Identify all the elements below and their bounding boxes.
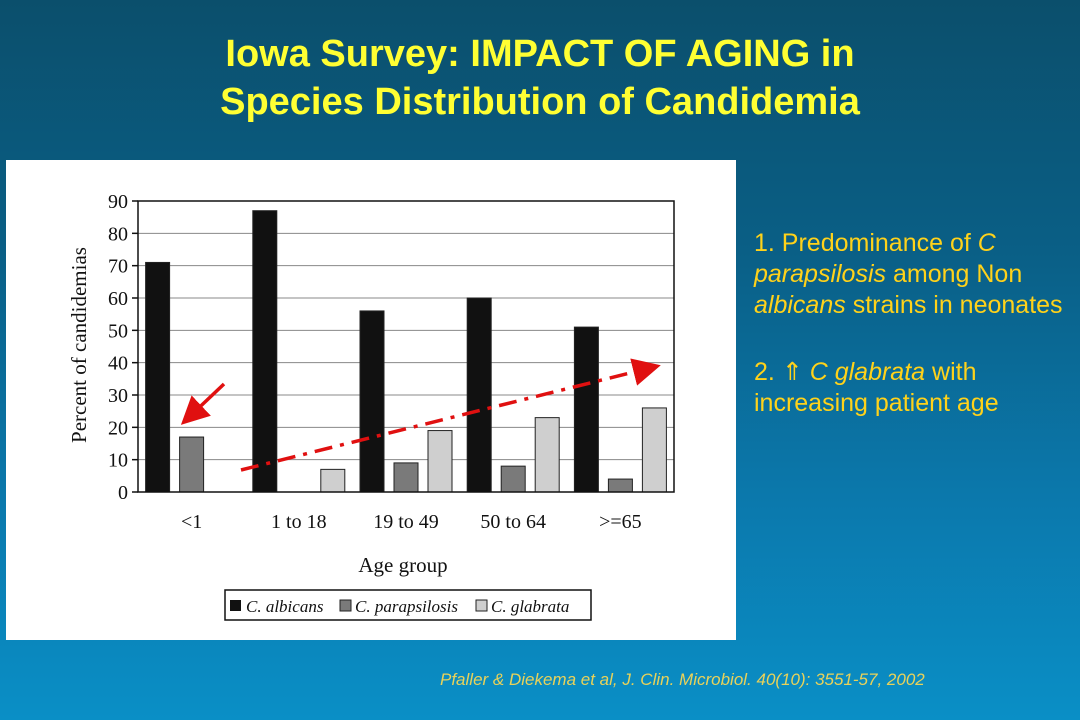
- bar-albicans-2: [359, 310, 385, 493]
- bar-glabrata-2: [427, 430, 453, 493]
- y-tick-label: 20: [108, 417, 128, 439]
- legend: C. albicans C. parapsilosis C. glabrata: [224, 589, 592, 621]
- bar-glabrata-1: [320, 468, 346, 493]
- x-axis-label: Age group: [358, 553, 447, 577]
- slide-title: Iowa Survey: IMPACT OF AGING in Species …: [0, 30, 1080, 126]
- trend-arrow: [240, 358, 661, 472]
- chart-panel: 0 10 20 30 40 50 60 70 80 90 <1 1 to 18 19 to 49 50 t…: [6, 160, 736, 640]
- y-tick-label: 90: [108, 191, 128, 213]
- y-tick-label: 0: [118, 482, 128, 504]
- note-1-mid: among Non: [892, 260, 1023, 288]
- legend-frame: [224, 589, 592, 621]
- note-2-prefix: 2.: [754, 358, 775, 386]
- note-1-prefix: 1. Predominance of: [754, 229, 971, 257]
- citation: Pfaller & Diekema et al, J. Clin. Microb…: [440, 670, 925, 689]
- title-line-2: Species Distribution of Candidemia: [220, 81, 860, 123]
- bar-albicans-3: [466, 297, 492, 493]
- up-arrow-icon: ⇑: [781, 358, 803, 386]
- note-2-species: C glabrata: [809, 358, 926, 386]
- legend-swatch-glabrata: [475, 599, 488, 612]
- x-tick-label: 1 to 18: [271, 511, 327, 533]
- legend-label-parapsilosis: C. parapsilosis: [355, 597, 458, 616]
- x-tick-label: >=65: [599, 511, 642, 533]
- bar-glabrata-3: [534, 417, 560, 493]
- x-tick-label: 50 to 64: [480, 511, 546, 533]
- bar-parapsilosis-2: [393, 462, 419, 493]
- legend-swatch-albicans: [230, 600, 241, 611]
- legend-swatch-parapsilosis: [339, 599, 352, 612]
- note-2-suffix: with increasing patient age: [754, 358, 999, 417]
- bar-albicans-0: [145, 261, 171, 493]
- note-1-albicans: albicans: [754, 291, 846, 319]
- x-tick-label: 19 to 49: [373, 511, 439, 533]
- y-tick-label: 60: [108, 288, 128, 310]
- note-1: 1. Predominance of C parapsilosis among …: [754, 228, 1074, 321]
- bar-glabrata-4: [641, 407, 667, 493]
- plot-frame: [137, 200, 675, 493]
- annotation-arrow: [180, 382, 226, 425]
- bar-albicans-1: [252, 210, 278, 493]
- note-1-suffix: strains in neonates: [852, 291, 1063, 319]
- bar-parapsilosis-3: [500, 465, 526, 493]
- x-tick-label: <1: [181, 511, 202, 533]
- y-tick-label: 80: [108, 223, 128, 245]
- y-tick-label: 70: [108, 256, 128, 278]
- y-tick-label: 10: [108, 450, 128, 472]
- legend-label-albicans: C. albicans: [246, 597, 324, 616]
- note-1-species: C parapsilosis: [754, 229, 996, 288]
- y-tick-label: 30: [108, 385, 128, 407]
- y-tick-label: 50: [108, 320, 128, 342]
- bar-parapsilosis-4: [607, 478, 633, 493]
- bar-chart: 0 10 20 30 40 50 60 70 80 90 <1 1 to 18 19 to 49 50 t…: [67, 191, 675, 621]
- y-axis-label: Percent of candidemias: [67, 247, 91, 443]
- bar-parapsilosis-0: [179, 436, 205, 493]
- bar-albicans-4: [573, 326, 599, 493]
- notes-panel: 1. Predominance of C parapsilosis among …: [754, 228, 1074, 455]
- y-tick-label: 40: [108, 353, 128, 375]
- legend-label-glabrata: C. glabrata: [491, 597, 569, 616]
- note-2: 2. ⇑ C glabrata with increasing patient …: [754, 357, 1074, 419]
- title-line-1: Iowa Survey: IMPACT OF AGING in: [225, 33, 855, 75]
